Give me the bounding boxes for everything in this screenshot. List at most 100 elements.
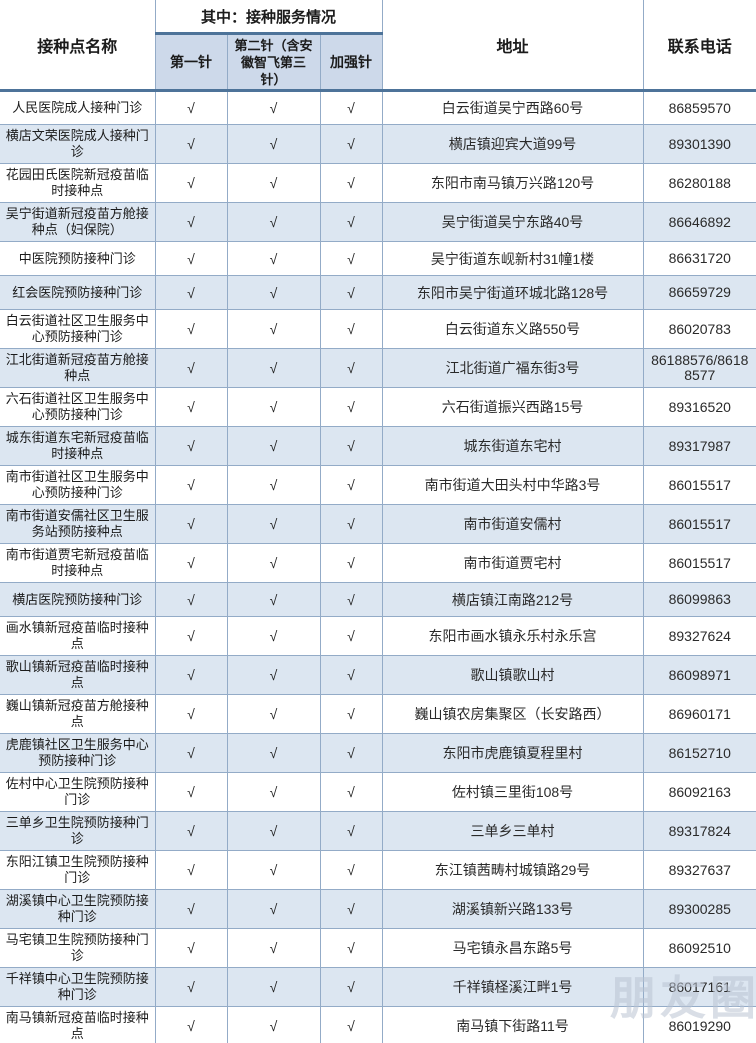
booster-check-cell: √: [319, 426, 383, 466]
table-body: 人民医院成人接种门诊 √ √ √ 白云街道吴宁西路60号 86859570 横店…: [0, 90, 756, 1043]
table-row: 巍山镇新冠疫苗方舱接种点 √ √ √ 巍山镇农房集聚区（长安路西） 869601…: [0, 694, 756, 734]
booster-check-cell: √: [319, 967, 383, 1007]
booster-check-cell: √: [319, 655, 383, 695]
booster-check-cell: √: [319, 124, 383, 164]
dose1-check-cell: √: [154, 928, 228, 968]
dose2-check-cell: √: [226, 850, 321, 890]
table-row: 虎鹿镇社区卫生服务中心预防接种门诊 √ √ √ 东阳市虎鹿镇夏程里村 86152…: [0, 733, 756, 773]
table-row: 三单乡卫生院预防接种门诊 √ √ √ 三单乡三单村 89317824: [0, 811, 756, 851]
address-cell: 南市街道贾宅村: [381, 543, 644, 583]
site-name-cell: 南马镇新冠疫苗临时接种点: [0, 1006, 156, 1043]
booster-check-cell: √: [319, 928, 383, 968]
phone-cell: 86646892: [642, 202, 756, 242]
booster-check-cell: √: [319, 1006, 383, 1043]
table-row: 横店医院预防接种门诊 √ √ √ 横店镇江南路212号 86099863: [0, 582, 756, 617]
phone-cell: 89327637: [642, 850, 756, 890]
address-cell: 南马镇下街路11号: [381, 1006, 644, 1043]
table-row: 千祥镇中心卫生院预防接种门诊 √ √ √ 千祥镇柽溪江畔1号 86017161: [0, 967, 756, 1007]
table-row: 东阳江镇卫生院预防接种门诊 √ √ √ 东江镇茜畴村城镇路29号 8932763…: [0, 850, 756, 890]
booster-check-cell: √: [319, 733, 383, 773]
dose1-check-cell: √: [154, 426, 228, 466]
dose1-check-cell: √: [154, 90, 228, 125]
dose2-check-cell: √: [226, 967, 321, 1007]
address-cell: 佐村镇三里街108号: [381, 772, 644, 812]
address-cell: 江北街道广福东街3号: [381, 348, 644, 388]
col-header-dose2: 第二针（含安徽智飞第三针）: [226, 33, 321, 91]
phone-cell: 86960171: [642, 694, 756, 734]
dose1-check-cell: √: [154, 1006, 228, 1043]
dose2-check-cell: √: [226, 426, 321, 466]
dose1-check-cell: √: [154, 465, 228, 505]
site-name-cell: 画水镇新冠疫苗临时接种点: [0, 616, 156, 656]
table-row: 南市街道安儒社区卫生服务站预防接种点 √ √ √ 南市街道安儒村 8601551…: [0, 504, 756, 544]
site-name-cell: 三单乡卫生院预防接种门诊: [0, 811, 156, 851]
dose1-check-cell: √: [154, 694, 228, 734]
table-row: 城东街道东宅新冠疫苗临时接种点 √ √ √ 城东街道东宅村 89317987: [0, 426, 756, 466]
dose2-check-cell: √: [226, 772, 321, 812]
address-cell: 东阳市南马镇万兴路120号: [381, 163, 644, 203]
booster-check-cell: √: [319, 543, 383, 583]
dose2-check-cell: √: [226, 202, 321, 242]
booster-check-cell: √: [319, 90, 383, 125]
phone-cell: 89316520: [642, 387, 756, 427]
address-cell: 白云街道东义路550号: [381, 309, 644, 349]
site-name-cell: 佐村中心卫生院预防接种门诊: [0, 772, 156, 812]
dose2-check-cell: √: [226, 1006, 321, 1043]
dose1-check-cell: √: [154, 811, 228, 851]
col-header-site-name: 接种点名称: [0, 0, 156, 92]
dose2-check-cell: √: [226, 811, 321, 851]
table-row: 人民医院成人接种门诊 √ √ √ 白云街道吴宁西路60号 86859570: [0, 90, 756, 125]
address-cell: 巍山镇农房集聚区（长安路西）: [381, 694, 644, 734]
address-cell: 马宅镇永昌东路5号: [381, 928, 644, 968]
address-cell: 南市街道安儒村: [381, 504, 644, 544]
phone-cell: 86098971: [642, 655, 756, 695]
dose1-check-cell: √: [154, 387, 228, 427]
table-row: 佐村中心卫生院预防接种门诊 √ √ √ 佐村镇三里街108号 86092163: [0, 772, 756, 812]
dose1-check-cell: √: [154, 543, 228, 583]
phone-cell: 86017161: [642, 967, 756, 1007]
table-row: 白云街道社区卫生服务中心预防接种门诊 √ √ √ 白云街道东义路550号 860…: [0, 309, 756, 349]
dose1-check-cell: √: [154, 772, 228, 812]
site-name-cell: 横店文荣医院成人接种门诊: [0, 124, 156, 164]
address-cell: 南市街道大田头村中华路3号: [381, 465, 644, 505]
dose1-check-cell: √: [154, 733, 228, 773]
col-header-service-group: 其中：接种服务情况: [154, 0, 383, 35]
table-row: 横店文荣医院成人接种门诊 √ √ √ 横店镇迎宾大道99号 89301390: [0, 124, 756, 164]
site-name-cell: 花园田氏医院新冠疫苗临时接种点: [0, 163, 156, 203]
phone-cell: 86092510: [642, 928, 756, 968]
address-cell: 东江镇茜畴村城镇路29号: [381, 850, 644, 890]
phone-cell: 86020783: [642, 309, 756, 349]
dose2-check-cell: √: [226, 90, 321, 125]
site-name-cell: 六石街道社区卫生服务中心预防接种门诊: [0, 387, 156, 427]
table-row: 六石街道社区卫生服务中心预防接种门诊 √ √ √ 六石街道振兴西路15号 893…: [0, 387, 756, 427]
phone-cell: 86015517: [642, 465, 756, 505]
site-name-cell: 中医院预防接种门诊: [0, 241, 156, 276]
phone-cell: 86092163: [642, 772, 756, 812]
table-row: 画水镇新冠疫苗临时接种点 √ √ √ 东阳市画水镇永乐村永乐宫 89327624: [0, 616, 756, 656]
dose2-check-cell: √: [226, 889, 321, 929]
col-header-address: 地址: [381, 0, 644, 92]
booster-check-cell: √: [319, 694, 383, 734]
dose1-check-cell: √: [154, 202, 228, 242]
dose2-check-cell: √: [226, 504, 321, 544]
site-name-cell: 城东街道东宅新冠疫苗临时接种点: [0, 426, 156, 466]
dose2-check-cell: √: [226, 694, 321, 734]
dose2-check-cell: √: [226, 543, 321, 583]
address-cell: 湖溪镇新兴路133号: [381, 889, 644, 929]
dose1-check-cell: √: [154, 275, 228, 310]
table-row: 南市街道贾宅新冠疫苗临时接种点 √ √ √ 南市街道贾宅村 86015517: [0, 543, 756, 583]
site-name-cell: 红会医院预防接种门诊: [0, 275, 156, 310]
table-row: 南市街道社区卫生服务中心预防接种门诊 √ √ √ 南市街道大田头村中华路3号 8…: [0, 465, 756, 505]
site-name-cell: 湖溪镇中心卫生院预防接种门诊: [0, 889, 156, 929]
table-row: 歌山镇新冠疫苗临时接种点 √ √ √ 歌山镇歌山村 86098971: [0, 655, 756, 695]
dose1-check-cell: √: [154, 124, 228, 164]
dose2-check-cell: √: [226, 582, 321, 617]
booster-check-cell: √: [319, 387, 383, 427]
table-row: 红会医院预防接种门诊 √ √ √ 东阳市吴宁街道环城北路128号 8665972…: [0, 275, 756, 310]
phone-cell: 89317824: [642, 811, 756, 851]
site-name-cell: 虎鹿镇社区卫生服务中心预防接种门诊: [0, 733, 156, 773]
address-cell: 三单乡三单村: [381, 811, 644, 851]
site-name-cell: 巍山镇新冠疫苗方舱接种点: [0, 694, 156, 734]
phone-cell: 86152710: [642, 733, 756, 773]
